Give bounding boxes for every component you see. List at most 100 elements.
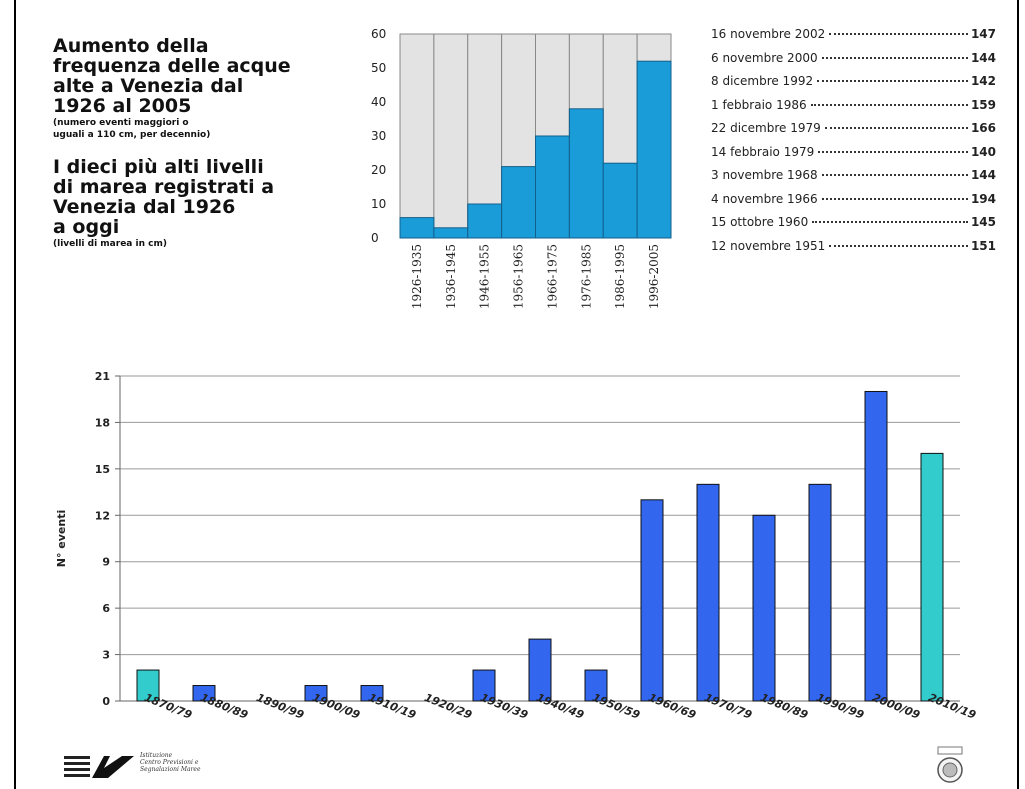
record-row: 16 novembre 2002 147 xyxy=(711,27,996,51)
x-tick-label: 1956-1965 xyxy=(512,244,526,309)
x-tick-label: 1996-2005 xyxy=(647,244,661,309)
record-value: 142 xyxy=(970,74,996,88)
record-row: 1 febbraio 1986 159 xyxy=(711,98,996,122)
record-date: 6 novembre 2000 xyxy=(711,50,818,65)
bar xyxy=(696,483,720,702)
x-tick-label: 1926-1935 xyxy=(410,244,424,309)
bar xyxy=(433,227,469,239)
records-title-line: Venezia dal 1926 xyxy=(53,196,236,218)
decade-frequency-chart: 0 10 20 30 40 50 60 1926-1935 1936-1945 1946-1955… xyxy=(371,27,672,309)
record-row: 4 novembre 1966 194 xyxy=(711,192,996,216)
record-date: 12 novembre 1951 xyxy=(711,238,826,253)
y-tick-label: 18 xyxy=(95,416,110,429)
x-tick-label: 1986-1995 xyxy=(613,244,627,309)
events-per-decade-chart: 0 3 6 9 12 15 18 21 N° eventi 1870/79 1880/89 1890/… xyxy=(55,370,978,722)
x-tick-label: 1990/99 xyxy=(815,691,866,722)
record-value: 147 xyxy=(970,27,996,41)
record-date: 14 febbraio 1979 xyxy=(711,144,815,159)
record-leader-dots xyxy=(821,197,968,200)
bar xyxy=(602,162,638,239)
x-tick-label: 1936-1945 xyxy=(444,244,458,309)
record-value: 159 xyxy=(970,97,996,112)
chart-title-line: Aumento della xyxy=(53,35,209,57)
y-axis-label: N° eventi xyxy=(55,510,68,568)
record-leader-dots xyxy=(829,33,968,35)
y-tick-label: 20 xyxy=(371,163,386,177)
bar xyxy=(584,669,608,702)
record-value: 166 xyxy=(970,121,996,135)
bar xyxy=(864,390,888,702)
bar xyxy=(528,638,552,702)
top-ten-records-list: 16 novembre 2002 147 6 novembre 2000 144 8 d… xyxy=(711,27,996,262)
y-tick-label: 10 xyxy=(371,197,386,211)
bar xyxy=(535,135,570,239)
y-tick-label: 9 xyxy=(102,556,110,569)
bar xyxy=(360,685,384,702)
y-tick-label: 0 xyxy=(102,695,110,708)
record-value: 145 xyxy=(970,215,996,229)
x-tick-label: 1880/89 xyxy=(199,691,250,722)
x-tick-label: 1960/69 xyxy=(647,691,698,722)
record-value: 194 xyxy=(970,191,996,206)
x-tick-label: 1930/39 xyxy=(479,691,530,722)
record-date: 15 ottobre 1960 xyxy=(711,215,809,229)
panel-column xyxy=(399,33,435,239)
record-date: 16 novembre 2002 xyxy=(711,27,826,41)
x-tick-label: 2000/09 xyxy=(871,691,922,722)
x-tick-label: 1950/59 xyxy=(591,691,642,722)
x-tick-label: 1910/19 xyxy=(367,691,418,722)
frame-right-border xyxy=(1017,0,1019,789)
record-date: 3 novembre 1968 xyxy=(711,168,818,182)
x-tick-label: 1870/79 xyxy=(143,691,194,722)
records-title-line: I dieci più alti livelli xyxy=(53,156,264,178)
record-row: 8 dicembre 1992 142 xyxy=(711,74,996,98)
record-leader-dots xyxy=(812,221,968,223)
bar xyxy=(467,203,503,239)
record-date: 22 dicembre 1979 xyxy=(711,121,821,135)
institution-logo: Istituzione Centro Previsioni e Segnalaz… xyxy=(64,748,264,784)
record-leader-dots xyxy=(824,127,968,129)
record-row: 22 dicembre 1979 166 xyxy=(711,121,996,145)
logo-text-line: Segnalazioni Maree xyxy=(140,766,201,773)
record-value: 140 xyxy=(970,144,996,159)
waves-logo-icon xyxy=(64,756,134,778)
bar xyxy=(304,685,328,702)
x-tick-label: 1970/79 xyxy=(703,691,754,722)
panel-column xyxy=(433,33,469,239)
record-row: 3 novembre 1968 144 xyxy=(711,168,996,192)
bar xyxy=(752,514,776,702)
records-title-line: di marea registrati a xyxy=(53,176,275,198)
x-tick-label: 2010/19 xyxy=(927,691,978,722)
record-leader-dots xyxy=(829,244,968,247)
record-leader-dots xyxy=(821,56,968,59)
record-leader-dots xyxy=(810,103,968,106)
records-note: (livelli di marea in cm) xyxy=(53,239,167,249)
bar xyxy=(640,499,664,702)
bar xyxy=(136,669,160,702)
x-tick-label: 1976-1985 xyxy=(579,244,593,309)
record-leader-dots xyxy=(818,150,968,153)
chart-note-line: uguali a 110 cm, per decennio) xyxy=(53,130,211,140)
record-row: 14 febbraio 1979 140 xyxy=(711,145,996,169)
y-tick-label: 50 xyxy=(371,61,386,75)
record-date: 1 febbraio 1986 xyxy=(711,97,807,112)
records-title-line: a oggi xyxy=(53,216,120,238)
y-tick-label: 30 xyxy=(371,129,386,143)
bar xyxy=(472,669,496,702)
record-leader-dots xyxy=(817,80,968,82)
chart-title-line: 1926 al 2005 xyxy=(53,95,192,117)
y-tick-label: 3 xyxy=(102,649,110,662)
frame-left-border xyxy=(14,0,16,789)
record-date: 4 novembre 1966 xyxy=(711,191,818,206)
record-value: 151 xyxy=(970,238,996,253)
chart-title-line: alte a Venezia dal xyxy=(53,75,244,97)
bar xyxy=(920,452,944,702)
chart-note-line: (numero eventi maggiori o xyxy=(53,118,189,128)
y-tick-label: 0 xyxy=(371,231,379,245)
logo-text-line: Centro Previsioni e xyxy=(140,759,199,766)
x-tick-label: 1966-1975 xyxy=(545,244,559,309)
record-leader-dots xyxy=(821,174,968,176)
record-row: 15 ottobre 1960 145 xyxy=(711,215,996,239)
logo-text-line: Istituzione xyxy=(140,752,173,759)
